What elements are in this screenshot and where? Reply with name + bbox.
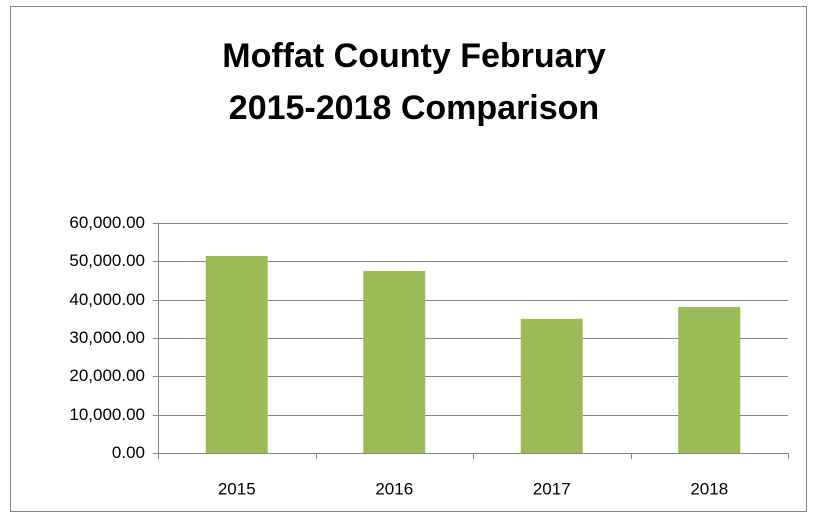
- y-tick-label: 40,000.00: [69, 290, 145, 309]
- x-tick-label: 2017: [533, 479, 571, 498]
- y-tick-label: 10,000.00: [69, 405, 145, 424]
- y-tick-label: 30,000.00: [69, 328, 145, 347]
- bar: [363, 270, 426, 453]
- x-tick-label: 2018: [690, 479, 728, 498]
- y-tick-label: 50,000.00: [69, 251, 145, 270]
- chart-title: 2015-2018 Comparison: [229, 89, 599, 127]
- y-tick-label: 0.00: [112, 443, 145, 462]
- bar: [520, 318, 583, 453]
- bar: [205, 255, 268, 453]
- chart-title: Moffat County February: [222, 37, 606, 75]
- bar: [678, 306, 741, 453]
- x-tick-label: 2015: [218, 479, 256, 498]
- x-tick-label: 2016: [375, 479, 413, 498]
- y-tick-label: 60,000.00: [69, 213, 145, 232]
- y-tick-label: 20,000.00: [69, 366, 145, 385]
